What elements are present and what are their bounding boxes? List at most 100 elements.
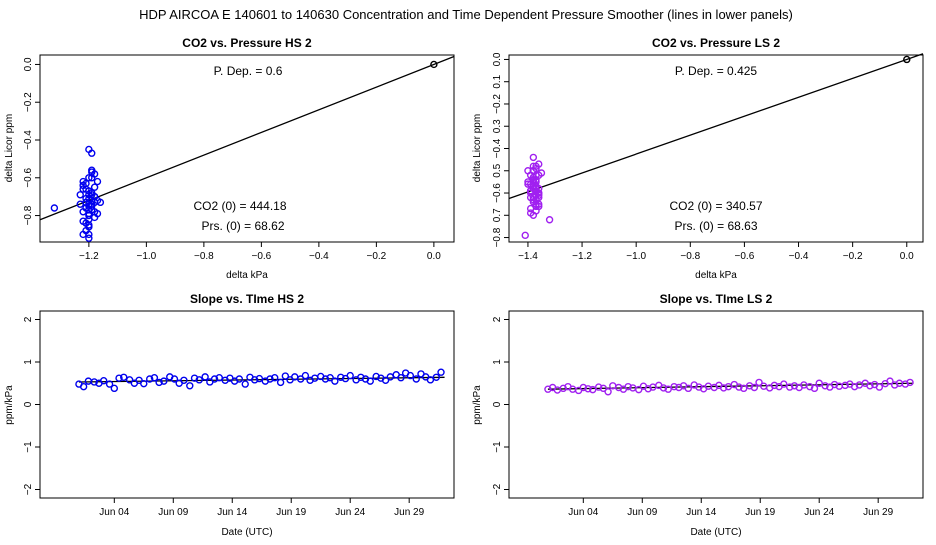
data-point xyxy=(406,371,415,380)
data-point xyxy=(135,376,143,384)
y-tick-label: 2 xyxy=(23,316,34,322)
x-tick-label: Jun 09 xyxy=(158,507,188,518)
data-point xyxy=(85,174,93,182)
data-point xyxy=(584,385,592,393)
data-point xyxy=(675,383,683,392)
data-point xyxy=(215,374,223,382)
data-point xyxy=(160,377,168,385)
data-point xyxy=(170,375,179,383)
y-tick-label: −1 xyxy=(492,441,503,453)
pressure-dependence-label: P. Dep. = 0.6 xyxy=(214,64,283,78)
data-point xyxy=(545,216,554,224)
y-tick-label: 1 xyxy=(492,359,503,365)
data-point xyxy=(79,217,87,225)
data-point xyxy=(644,385,652,393)
y-tick-label: −0.4 xyxy=(23,130,34,150)
data-point xyxy=(296,375,305,383)
data-point xyxy=(750,383,759,392)
data-point xyxy=(250,376,259,384)
data-point xyxy=(186,382,194,390)
y-tick-label: −0.8 xyxy=(492,227,503,247)
y-tick-label: 0 xyxy=(23,401,34,407)
data-point xyxy=(372,372,380,381)
data-point xyxy=(90,183,99,191)
x-tick-label: −0.8 xyxy=(194,251,214,262)
data-point xyxy=(386,373,395,381)
data-point xyxy=(815,379,823,387)
data-point xyxy=(125,376,134,384)
y-tick-label: −0.2 xyxy=(492,94,503,114)
data-point xyxy=(695,383,703,391)
plot-frame xyxy=(39,54,455,243)
data-point xyxy=(201,373,209,381)
data-point xyxy=(412,375,420,383)
data-point xyxy=(770,381,779,390)
data-point xyxy=(337,373,345,381)
y-tick-label: 1 xyxy=(23,359,34,365)
data-point xyxy=(544,385,552,393)
data-point xyxy=(85,191,93,199)
data-point xyxy=(890,381,899,389)
x-tick-label: Jun 29 xyxy=(863,507,893,518)
data-point xyxy=(84,377,93,385)
x-tick-label: −1.2 xyxy=(572,251,592,262)
data-point xyxy=(594,383,603,391)
data-point xyxy=(85,230,93,239)
data-point xyxy=(599,384,608,393)
data-point xyxy=(559,384,567,393)
data-point xyxy=(321,375,330,383)
data-point xyxy=(210,375,219,383)
y-tick-label: 0.0 xyxy=(23,57,34,71)
data-point xyxy=(155,378,163,387)
x-tick-label: Jun 29 xyxy=(394,507,424,518)
panel-title: Slope vs. TIme LS 2 xyxy=(660,292,773,306)
x-tick-label: Jun 19 xyxy=(745,507,775,518)
data-point xyxy=(326,374,334,382)
y-tick-label: −0.6 xyxy=(492,183,503,203)
data-point xyxy=(180,376,188,384)
panel-slope-vs-time-ls: Slope vs. TIme LS 2 Jun 04 Jun 09 Jun 14 Ju… xyxy=(472,292,924,538)
panel-title: CO2 vs. Pressure LS 2 xyxy=(652,36,780,50)
data-point xyxy=(755,378,763,387)
data-point xyxy=(301,371,310,380)
data-point xyxy=(684,384,692,393)
data-point xyxy=(82,198,90,207)
x-tick-label: 0.0 xyxy=(900,251,914,262)
y-tick-label: −0.8 xyxy=(23,205,34,225)
data-point xyxy=(579,383,588,392)
data-point xyxy=(664,385,672,393)
data-point xyxy=(90,170,99,178)
data-point xyxy=(281,372,290,380)
x-axis-label: delta kPa xyxy=(226,270,268,281)
y-tick-label: 0.3 xyxy=(492,119,503,133)
data-point xyxy=(614,383,623,392)
data-point xyxy=(432,373,441,381)
y-tick-label: −2 xyxy=(492,483,503,495)
pressure-dependence-label: P. Dep. = 0.425 xyxy=(675,64,758,78)
data-point xyxy=(366,377,374,385)
data-point xyxy=(93,177,102,186)
y-tick-label: 0 xyxy=(492,401,503,407)
x-tick-label: −0.8 xyxy=(680,251,700,262)
data-point xyxy=(529,162,538,171)
data-point xyxy=(437,368,445,376)
co2-intercept-label: CO2 (0) = 340.57 xyxy=(669,199,762,213)
data-point xyxy=(521,231,529,240)
data-point xyxy=(195,376,203,384)
data-point xyxy=(82,185,90,193)
data-point xyxy=(120,373,128,381)
x-tick-label: −0.2 xyxy=(367,251,387,262)
data-point xyxy=(426,376,435,384)
data-point xyxy=(115,374,123,382)
data-point xyxy=(821,382,829,390)
data-point xyxy=(397,374,405,382)
x-tick-label: −0.4 xyxy=(309,251,329,262)
data-point xyxy=(357,373,365,381)
x-tick-label: −1.0 xyxy=(137,251,157,262)
data-point xyxy=(276,378,285,387)
data-point xyxy=(875,383,884,391)
pressure-intercept-label: Prs. (0) = 68.62 xyxy=(201,219,284,233)
x-tick-label: −0.6 xyxy=(735,251,755,262)
origin-point xyxy=(430,60,438,69)
data-point xyxy=(266,375,274,383)
